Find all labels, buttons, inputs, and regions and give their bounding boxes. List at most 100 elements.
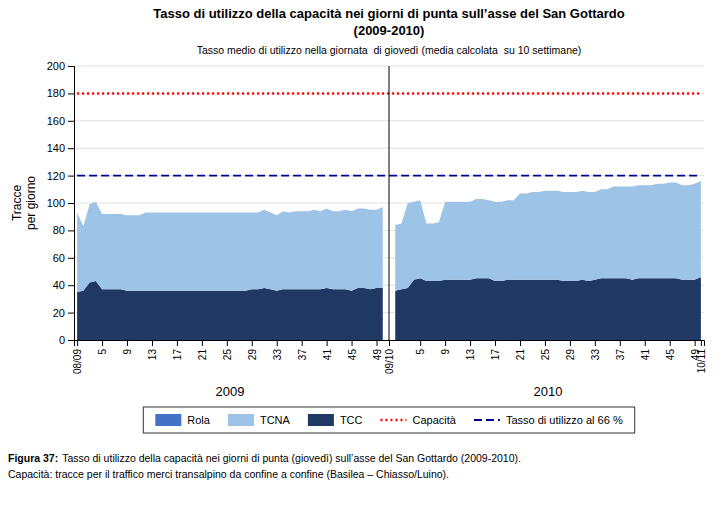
x-tick-label: 41 [322, 349, 333, 361]
x-tick-mark [177, 340, 178, 346]
x-tick: 9 [440, 340, 451, 355]
caption-text: Tasso di utilizzo della capacità nei gio… [62, 452, 521, 464]
y-tick-mark [68, 203, 74, 204]
x-tick-mark [202, 340, 203, 346]
y-tick: 40 [53, 279, 74, 291]
y-label-line: per giorno [24, 176, 38, 230]
year-label: 2010 [534, 384, 563, 399]
x-tick: 33 [272, 340, 283, 360]
y-label-line: Tracce [10, 185, 24, 222]
x-tick-label: 5 [415, 349, 426, 355]
x-tick-mark [420, 340, 421, 346]
y-tick-mark [68, 148, 74, 149]
x-tick-mark [389, 340, 390, 346]
legend-label: Tasso di utilizzo al 66 % [506, 414, 623, 426]
x-tick-mark [495, 340, 496, 346]
y-tick-label: 100 [47, 197, 65, 209]
y-tick-mark [68, 340, 74, 341]
year-divider [389, 66, 390, 340]
x-tick: 45 [665, 340, 676, 360]
y-tick-label: 120 [47, 170, 65, 182]
y-tick-mark [68, 230, 74, 231]
x-tick-mark [377, 340, 378, 346]
x-tick: 13 [147, 340, 158, 360]
x-axis-line [75, 341, 705, 347]
caption-label: Figura 37: [8, 452, 58, 464]
y-tick: 180 [47, 87, 74, 99]
x-tick: 29 [565, 340, 576, 360]
y-label: Tracceper giorno [10, 176, 38, 230]
x-tick-mark [227, 340, 228, 346]
legend-label: Capacità [412, 414, 456, 426]
x-tick: 09/10 [384, 340, 395, 374]
x-tick-label: 45 [665, 349, 676, 361]
y-tick-mark [68, 258, 74, 259]
y-tick-label: 0 [59, 334, 65, 346]
y-tick-mark [68, 313, 74, 314]
legend-label: Rola [187, 414, 211, 426]
x-tick: 25 [540, 340, 551, 360]
x-tick-mark [102, 340, 103, 346]
x-tick-label: 37 [615, 349, 626, 361]
x-tick: 25 [222, 340, 233, 360]
x-tick: 5 [97, 340, 108, 355]
y-tick: 80 [53, 224, 74, 236]
x-tick: 17 [172, 340, 183, 360]
legend-label: TCC [340, 414, 363, 426]
y-tick: 200 [47, 60, 74, 72]
legend-item: TCNA [228, 414, 291, 426]
x-tick-label: 29 [565, 349, 576, 361]
x-tick-mark [445, 340, 446, 346]
x-tick-mark [352, 340, 353, 346]
legend-swatch [155, 414, 181, 426]
x-tick-mark [302, 340, 303, 346]
x-tick-label: 29 [247, 349, 258, 361]
x-tick-mark [645, 340, 646, 346]
y-tick: 60 [53, 252, 74, 264]
x-tick: 17 [490, 340, 501, 360]
year-label: 2009 [215, 384, 244, 399]
y-tick: 160 [47, 115, 74, 127]
y-tick: 120 [47, 170, 74, 182]
x-tick-mark [327, 340, 328, 346]
x-tick: 10/11 [696, 340, 707, 373]
x-tick-mark [520, 340, 521, 346]
x-tick-mark [277, 340, 278, 346]
x-tick-label: 10/11 [696, 349, 707, 374]
x-tick-label: 41 [640, 349, 651, 361]
x-tick-mark [620, 340, 621, 346]
legend-swatch [474, 419, 500, 421]
y-tick: 0 [59, 334, 74, 346]
x-tick-label: 33 [590, 349, 601, 361]
y-tick-mark [68, 93, 74, 94]
legend-swatch [380, 419, 406, 422]
grid [74, 66, 704, 340]
y-tick-label: 20 [53, 307, 65, 319]
y-tick-label: 40 [53, 279, 65, 291]
x-tick: 41 [640, 340, 651, 360]
x-tick-label: 33 [272, 349, 283, 361]
y-tick-label: 160 [47, 115, 65, 127]
legend-item: Capacità [380, 414, 456, 426]
x-tick-mark [470, 340, 471, 346]
x-tick-label: 21 [197, 349, 208, 361]
x-tick: 49 [372, 340, 383, 360]
legend-frame [143, 407, 634, 433]
x-tick: 37 [297, 340, 308, 360]
x-tick-label: 49 [372, 349, 383, 361]
y-tick: 20 [53, 307, 74, 319]
x-tick-label: 9 [122, 349, 133, 355]
subtitle: Tasso medio di utilizzo nella giornata d… [197, 44, 582, 56]
x-tick-mark [670, 340, 671, 346]
legend-items: Rola TCNA TCC Capacità Tasso di utilizzo al … [155, 414, 623, 426]
x-tick-label: 17 [172, 349, 183, 361]
legend-swatch [228, 414, 254, 426]
x-tick-mark [127, 340, 128, 346]
x-tick: 45 [347, 340, 358, 360]
x-axis: 08/09591317212529333741454909/1059131721… [72, 340, 707, 374]
x-tick-label: 13 [465, 349, 476, 361]
x-tick-mark [595, 340, 596, 346]
legend: Rola TCNA TCC Capacità Tasso di utilizzo al … [143, 407, 634, 433]
title: Tasso di utilizzo della capacità nei gio… [153, 6, 625, 21]
x-tick-label: 45 [347, 349, 358, 361]
